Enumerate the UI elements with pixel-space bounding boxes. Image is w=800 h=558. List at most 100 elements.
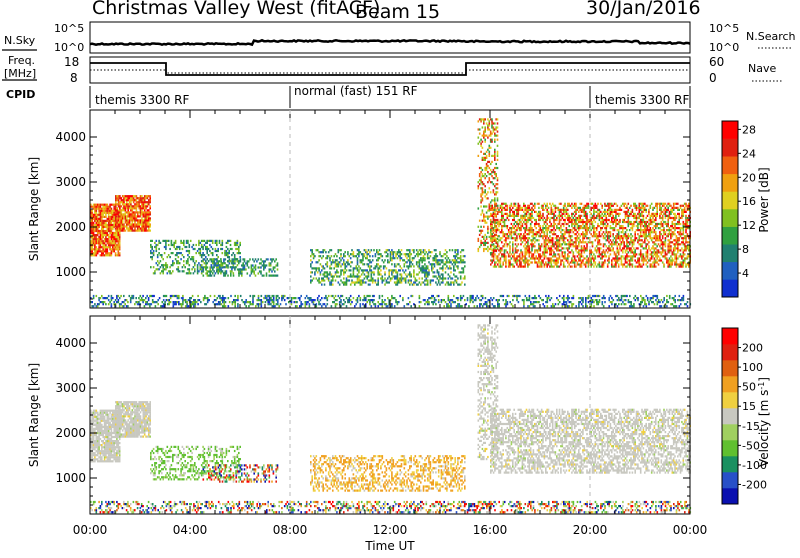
range-cell [115,221,117,223]
range-cell [661,259,663,261]
range-cell [364,255,366,257]
range-cell [116,219,118,221]
range-cell [119,207,121,209]
range-cell [579,235,581,237]
range-cell [339,257,341,259]
range-cell [559,229,561,231]
range-cell [384,259,386,261]
range-cell [498,225,500,227]
range-cell [212,240,214,242]
range-cell [277,264,279,266]
range-cell [494,211,496,213]
range-cell [233,252,235,254]
range-cell [107,228,109,230]
range-cell [654,263,656,265]
range-cell [329,281,331,283]
range-cell [590,253,592,255]
range-cell [493,257,495,259]
range-cell [324,249,326,251]
range-cell [490,223,492,225]
range-cell [599,233,601,235]
range-cell [640,209,642,211]
range-cell [419,267,421,269]
range-cell [480,143,482,145]
range-cell [399,269,401,271]
range-cell [571,223,573,225]
range-cell [428,249,430,251]
range-cell [263,266,265,268]
range-cell [368,265,370,267]
range-cell [494,133,496,135]
range-cell [484,141,486,143]
range-cell [493,191,495,193]
range-cell [442,275,444,277]
range-cell [491,249,493,251]
range-cell [132,199,134,201]
range-cell [393,275,395,277]
range-cell [648,219,650,221]
range-cell [571,203,573,205]
range-cell [101,216,103,218]
range-cell [634,203,636,205]
range-cell [273,258,275,260]
range-cell [559,217,561,219]
range-cell [501,209,503,211]
range-cell [567,257,569,259]
range-cell [618,266,620,268]
range-cell [650,259,652,261]
range-cell [143,199,145,201]
range-cell [531,241,533,243]
range-cell [493,251,495,253]
range-cell [137,230,139,232]
range-cell [584,245,586,247]
range-cell [586,221,588,223]
range-cell [571,215,573,217]
range-cell [571,229,573,231]
range-cell [329,273,331,275]
range-cell [523,203,525,205]
range-cell [656,215,658,217]
range-cell [379,253,381,255]
range-cell [639,213,641,215]
range-cell [486,155,488,157]
range-cell [123,197,125,199]
range-cell [220,268,222,270]
range-cell [413,249,415,251]
range-cell [237,240,239,242]
range-cell [94,242,96,244]
range-cell [652,237,654,239]
range-cell [534,219,536,221]
range-cell [500,219,502,221]
range-cell [482,197,484,199]
range-cell [266,272,268,274]
range-cell [116,217,118,219]
range-cell [520,207,522,209]
range-cell [325,275,327,277]
range-cell [277,262,279,264]
range-cell [516,211,518,213]
range-cell [508,229,510,231]
range-cell [189,270,191,272]
range-cell [652,247,654,249]
range-cell [140,199,142,201]
range-cell [207,266,209,268]
range-cell [637,241,639,243]
range-cell [416,279,418,281]
range-cell [486,135,488,137]
range-cell [335,253,337,255]
range-cell [336,259,338,261]
range-cell [632,223,634,225]
range-cell [663,203,665,205]
range-cell [656,207,658,209]
range-cell [165,246,167,248]
range-cell [577,227,579,229]
range-cell [464,265,466,267]
range-cell [168,254,170,256]
range-cell [480,177,482,179]
range-cell [515,251,517,253]
range-cell [557,235,559,237]
range-cell [575,239,577,241]
range-cell [582,247,584,249]
range-cell [127,215,129,217]
range-cell [497,155,499,157]
